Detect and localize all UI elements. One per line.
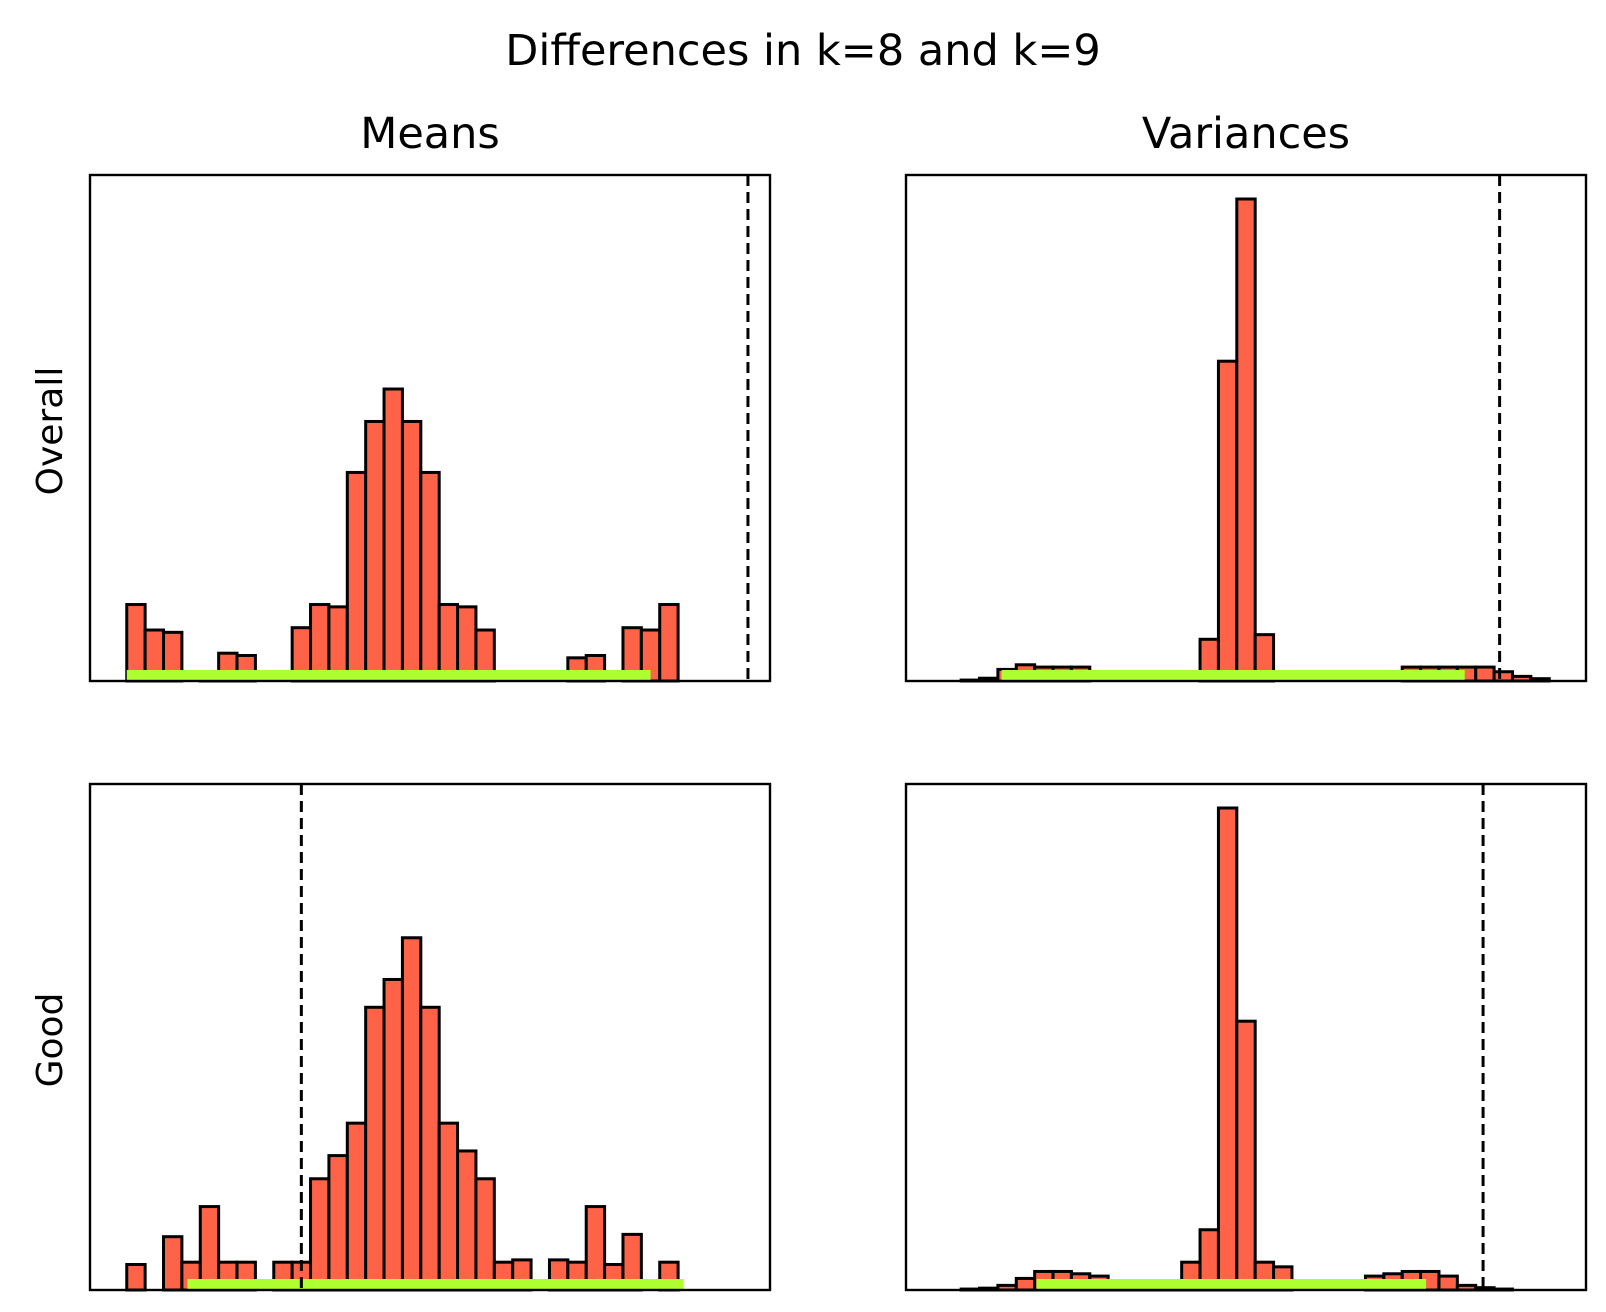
histogram-bar (125, 603, 147, 683)
axes-frame (904, 173, 1588, 683)
histogram-bar (345, 1121, 368, 1292)
histogram-bar (400, 419, 423, 683)
axes-frame (88, 173, 772, 683)
histogram-bar (198, 1205, 221, 1292)
histogram-bar (1216, 806, 1239, 1292)
histogram-bar (364, 1005, 386, 1292)
panel-good-variances (904, 782, 1588, 1292)
axes-frame (88, 782, 772, 1292)
histogram-bar (1235, 1019, 1257, 1292)
histogram-bar (309, 1177, 331, 1292)
histogram-bar (456, 1149, 478, 1292)
histogram-bar (1492, 670, 1514, 683)
figure-suptitle: Differences in k=8 and k=9 (505, 26, 1100, 76)
histogram-bar (1216, 359, 1239, 683)
column-title-variances: Variances (1142, 109, 1350, 159)
histogram-bar (1235, 197, 1257, 683)
histogram-bar (419, 1005, 441, 1292)
axes-frame (904, 782, 1588, 1292)
histogram-bar (1474, 665, 1496, 683)
histogram-bar (400, 936, 423, 1292)
histogram-bar (162, 1235, 184, 1292)
histogram-bar (364, 419, 386, 683)
histogram-bar (456, 605, 478, 683)
histogram-bar (658, 603, 680, 683)
histogram-bar (584, 1205, 607, 1292)
histogram-bar (474, 1177, 496, 1292)
histogram-bar (382, 387, 404, 683)
panel-good-means (88, 782, 772, 1292)
panel-overall-variances (904, 173, 1588, 683)
histogram-bar (309, 603, 331, 683)
histogram-bar (1014, 1276, 1037, 1292)
histogram-bar (345, 470, 368, 683)
column-title-means: Means (360, 109, 500, 159)
histogram-bar (419, 470, 441, 683)
histogram-bar (437, 1121, 460, 1292)
panel-overall-means (88, 173, 772, 683)
histogram-bar (327, 1154, 349, 1292)
histogram-bar (437, 603, 460, 683)
histogram-bar (125, 1263, 147, 1292)
row-label-good: Good (30, 993, 71, 1088)
row-label-overall: Overall (30, 367, 71, 496)
histogram-bar (327, 605, 349, 683)
histogram-bar (382, 977, 404, 1292)
panels-group (88, 173, 1588, 1292)
histogram-bar (1437, 1274, 1459, 1292)
